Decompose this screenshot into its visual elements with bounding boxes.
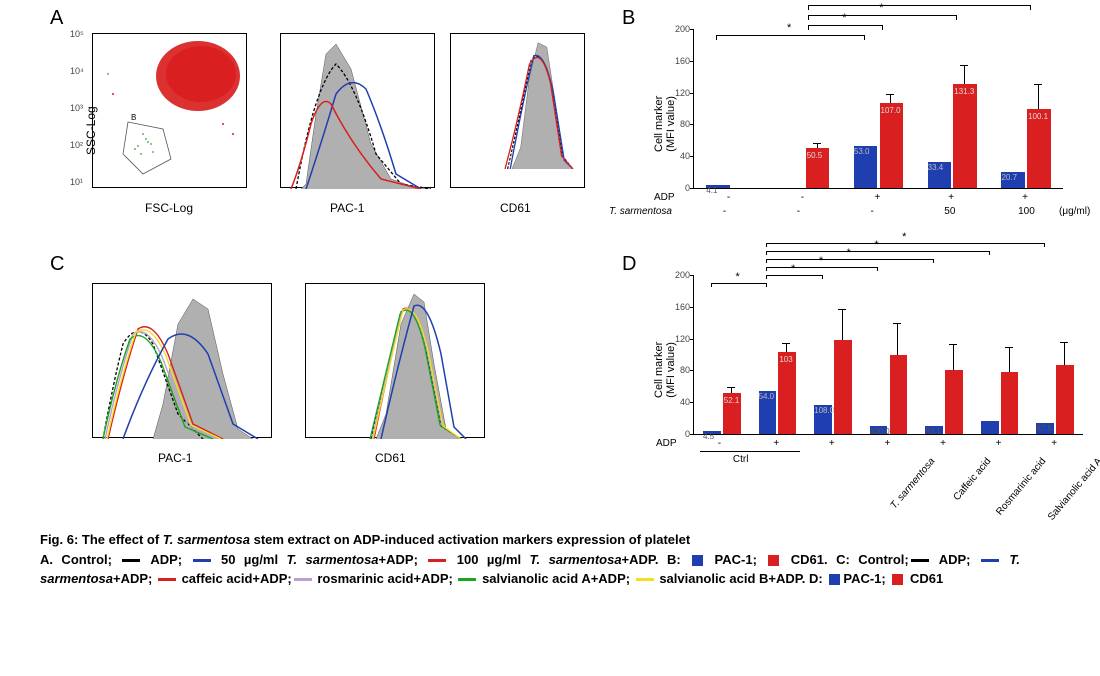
panel-a-scatter: B	[92, 33, 247, 188]
svg-text:B: B	[131, 113, 136, 122]
chart-b-ylabel: Cell marker(MFI value)	[653, 96, 677, 152]
caption-italic: T. sarmentosa	[163, 532, 250, 547]
caption-text: stem extract on ADP-induced activation m…	[250, 532, 690, 547]
figure-panels: A B C D B SSC-Log FSC-Log 10¹ 10² 10³ 10…	[10, 5, 1090, 515]
panel-a-label: A	[50, 7, 63, 30]
panel-a-cd61	[450, 33, 585, 188]
panel-c-pac1-label: PAC-1	[158, 451, 192, 465]
panel-a-pac1	[280, 33, 435, 188]
tick: 10²	[70, 140, 83, 150]
panel-c-label: C	[50, 253, 64, 276]
panel-c-cd61	[305, 283, 485, 438]
panel-a-pac1-label: PAC-1	[330, 201, 364, 215]
panel-d-label: D	[622, 253, 636, 276]
panel-a-cd61-label: CD61	[500, 201, 531, 215]
tick: 10³	[70, 103, 83, 113]
tick: 10¹	[70, 177, 83, 187]
panel-c-cd61-label: CD61	[375, 451, 406, 465]
figure-caption: Fig. 6: The effect of T. sarmentosa stem…	[40, 530, 1020, 589]
chart-d-ylabel: Cell marker(MFI value)	[653, 342, 677, 398]
chart-b: 040801201602004.1--50.5--53.0107.0+-33.4…	[645, 17, 1075, 247]
panel-b-label: B	[622, 7, 635, 30]
tick: 10⁴	[70, 66, 84, 76]
panel-c-pac1	[92, 283, 272, 438]
chart-d: 040801201602004.552.1-54.0103+108.0+100.…	[645, 263, 1085, 513]
panel-a-ylabel: SSC-Log	[84, 106, 98, 155]
caption-line-a: A. Control; ADP; 50 µg/ml T. sarmentosa+…	[40, 552, 836, 567]
panel-a-xlabel: FSC-Log	[145, 201, 193, 215]
tick: 10⁵	[70, 29, 84, 39]
caption-text: Fig. 6: The effect of	[40, 532, 163, 547]
